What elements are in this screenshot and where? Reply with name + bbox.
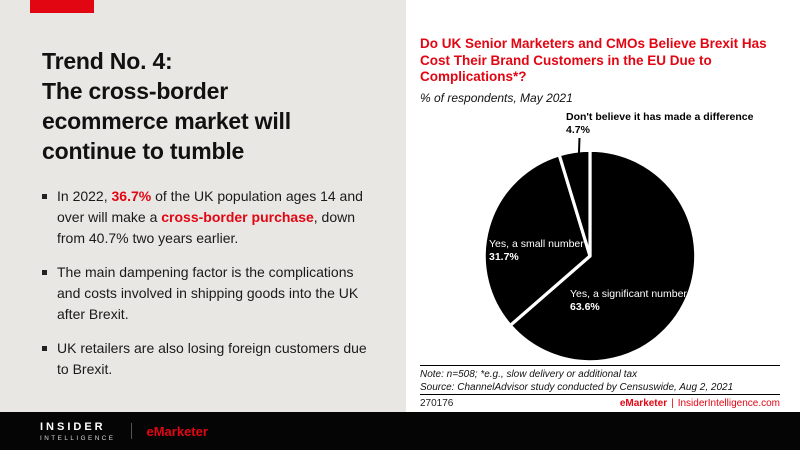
chart-note-line: Note: n=508; *e.g., slow delivery or add… [420, 369, 638, 380]
chart-source-line: Source: ChannelAdvisor study conducted b… [420, 381, 734, 393]
slide-title-line2: The cross-border ecommerce market will c… [42, 78, 291, 164]
pie-label-small-number-text: Yes, a small number [489, 237, 584, 250]
bullet-square-icon [42, 346, 47, 351]
bullet-text-1: In 2022, 36.7% of the UK population ages… [57, 186, 376, 249]
chart-id: 270176 [420, 398, 454, 409]
bullet1-emphasis-term: cross-border purchase [161, 209, 314, 225]
pie-label-small-number-value: 31.7% [489, 250, 519, 263]
pie-label-significant-number-text: Yes, a significant number [570, 287, 687, 300]
credit-brand: eMarketer [619, 398, 668, 409]
pie-chart: Don't believe it has made a difference 4… [420, 107, 780, 363]
bullet-square-icon [42, 194, 47, 199]
bullet-item-2: The main dampening factor is the complic… [42, 262, 376, 325]
red-tag-decoration [30, 0, 94, 13]
slide-title: Trend No. 4: The cross-border ecommerce … [42, 46, 350, 166]
bullet1-text-part2: of the UK population ages 14 and over wi… [57, 188, 363, 225]
pie-label-small-number: Yes, a small number 31.7% [489, 238, 584, 264]
emarketer-logo: eMarketer [146, 423, 208, 439]
left-panel: Trend No. 4: The cross-border ecommerce … [0, 0, 406, 412]
chart-panel: Do UK Senior Marketers and CMOs Believe … [406, 0, 800, 412]
bullet-item-3: UK retailers are also losing foreign cus… [42, 338, 376, 380]
insider-intelligence-logo: INSIDER INTELLIGENCE [40, 421, 116, 442]
pie-label-significant-number-value: 63.6% [570, 300, 600, 313]
pie-label-no-difference: Don't believe it has made a difference 4… [566, 111, 753, 137]
bullet-square-icon [42, 270, 47, 275]
bullet-text-2: The main dampening factor is the complic… [57, 264, 359, 322]
intelligence-logo-text: INTELLIGENCE [40, 434, 116, 442]
bullet-item-1: In 2022, 36.7% of the UK population ages… [42, 186, 376, 249]
pie-label-significant-number: Yes, a significant number 63.6% [570, 288, 687, 314]
chart-credit: eMarketer | InsiderIntelligence.com [620, 398, 780, 409]
slide-title-line1: Trend No. 4: [42, 48, 173, 74]
insider-logo-text: INSIDER [40, 420, 106, 433]
pie-label-no-difference-text: Don't believe it has made a difference [566, 110, 754, 123]
footer-divider [130, 423, 132, 439]
footer-brand-bar: INSIDER INTELLIGENCE eMarketer [0, 412, 800, 450]
credit-site: InsiderIntelligence.com [677, 398, 780, 409]
bullet-text-3: UK retailers are also losing foreign cus… [57, 340, 367, 377]
bullet1-text-part3: , down from 40.7% two years earlier. [57, 209, 356, 246]
chart-subtitle: % of respondents, May 2021 [420, 90, 573, 105]
chart-notes: Note: n=508; *e.g., slow delivery or add… [420, 365, 780, 394]
pie-label-no-difference-value: 4.7% [566, 123, 590, 136]
bullet1-emphasis-stat: 36.7% [111, 188, 152, 204]
bullet-list: In 2022, 36.7% of the UK population ages… [42, 186, 376, 380]
chart-footer-row: 270176 eMarketer | InsiderIntelligence.com [420, 394, 780, 409]
bullet1-text-part1: In 2022, [57, 188, 112, 204]
chart-title: Do UK Senior Marketers and CMOs Believe … [420, 36, 767, 84]
credit-separator: | [671, 398, 674, 409]
pie-svg [482, 148, 698, 363]
